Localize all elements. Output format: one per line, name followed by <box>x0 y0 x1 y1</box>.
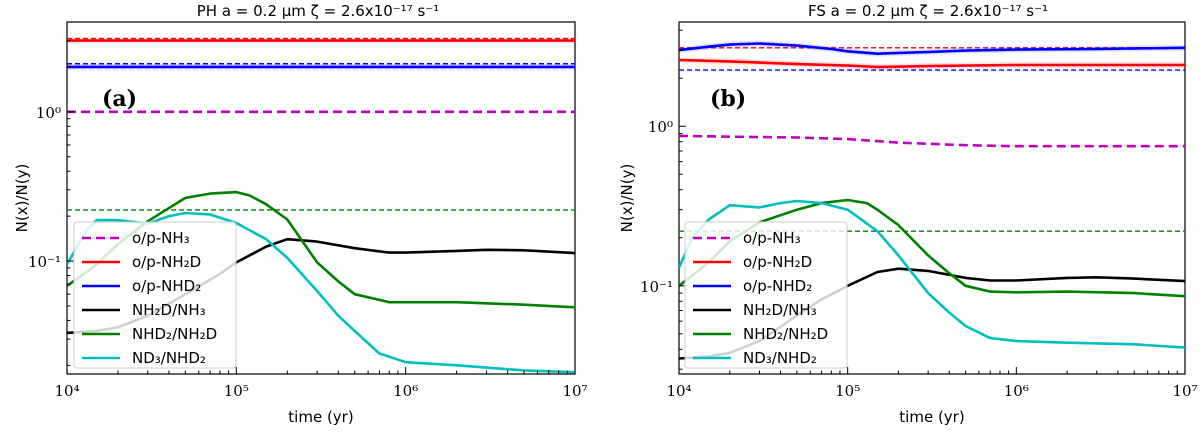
panel-b-ytick-label-1: 10⁰ <box>648 118 673 136</box>
panel-b: FS a = 0.2 μm ζ = 2.6x10⁻¹⁷ s⁻¹ 10⁴ 10⁵ 10… <box>618 2 1198 426</box>
panel-b-band-o-p-nh2d <box>679 57 1185 71</box>
panel-a-ylabel: N(x)/N(y) <box>13 164 31 233</box>
panel-a-xtick-label-2: 10⁶ <box>393 382 418 400</box>
panel-b-legend-box <box>684 221 848 369</box>
panel-b-ylabel: N(x)/N(y) <box>618 164 636 233</box>
panel-b-xtick-label-1: 10⁵ <box>835 382 860 400</box>
panel-a-xtick-label-0: 10⁴ <box>54 382 79 400</box>
panel-a-legend-label-nh2d-nh3: NH₂D/NH₃ <box>132 301 206 319</box>
panel-b-legend-label-o-p-nh2d: o/p-NH₂D <box>743 253 812 271</box>
panel-a-legend: o/p-NH₃ o/p-NH₂D o/p-NHD₂ NH₂D/NH₃ NHD₂/NH₂D… <box>73 221 237 369</box>
panel-b-ytick-label-0: 10⁻¹ <box>640 278 673 296</box>
panel-b-ticks: 10⁴ 10⁵ 10⁶ 10⁷ 10⁻¹ 10⁰ <box>640 29 1198 400</box>
panel-b-xtick-label-3: 10⁷ <box>1172 382 1197 400</box>
panel-b-plot-area <box>678 21 1186 375</box>
panel-a-ytick-label-1: 10⁰ <box>36 104 61 122</box>
panel-b-legend-label-nh2d-nh3: NH₂D/NH₃ <box>743 301 817 319</box>
panel-b-series-o-p-nhd2 <box>679 42 1185 56</box>
panel-b-xtick-label-2: 10⁶ <box>1004 382 1029 400</box>
panel-b-legend-label-o-p-nhd2: o/p-NHD₂ <box>743 277 812 295</box>
panel-b-xtick-label-0: 10⁴ <box>666 382 691 400</box>
panel-a-ytick-label-0: 10⁻¹ <box>28 253 61 271</box>
panel-b-series-o-p-nh3 <box>679 134 1185 148</box>
panel-b-lines <box>679 40 1185 360</box>
panel-b-legend-label-nd3-nhd2: ND₃/NHD₂ <box>743 349 817 367</box>
panel-a-series-nd3-nhd2 <box>67 211 575 374</box>
panel-b-legend: o/p-NH₃ o/p-NH₂D o/p-NHD₂ NH₂D/NH₃ NHD₂/NH₂D… <box>684 221 848 369</box>
panel-a-legend-label-nd3-nhd2: ND₃/NHD₂ <box>132 349 206 367</box>
panel-b-xlabel: time (yr) <box>899 408 964 426</box>
panel-a-legend-label-o-p-nhd2: o/p-NHD₂ <box>132 277 201 295</box>
panel-a-title: PH a = 0.2 μm ζ = 2.6x10⁻¹⁷ s⁻¹ <box>197 2 439 20</box>
panel-a-xtick-label-1: 10⁵ <box>224 382 249 400</box>
panel-a-legend-label-o-p-nh2d: o/p-NH₂D <box>132 253 201 271</box>
panel-b-legend-label-nhd2-nh2d: NHD₂/NH₂D <box>743 325 828 343</box>
panel-b-band-o-p-nhd2 <box>679 40 1185 57</box>
panel-a: PH a = 0.2 μm ζ = 2.6x10⁻¹⁷ s⁻¹ 10⁴ 10⁵ 10… <box>13 2 588 426</box>
panel-b-series-o-p-nh2d <box>679 58 1185 69</box>
panel-b-series-nd3-nhd2 <box>679 199 1185 349</box>
panel-b-letter: (b) <box>710 86 746 112</box>
panel-b-legend-label-o-p-nh3: o/p-NH₃ <box>743 229 801 247</box>
panel-a-legend-label-nhd2-nh2d: NHD₂/NH₂D <box>132 325 217 343</box>
panel-a-plot-area <box>66 21 576 375</box>
panel-a-legend-label-o-p-nh3: o/p-NH₃ <box>132 229 190 247</box>
panel-a-xtick-label-3: 10⁷ <box>562 382 587 400</box>
panel-a-letter: (a) <box>102 86 137 112</box>
panel-a-ticks: 10⁴ 10⁵ 10⁶ 10⁷ 10⁻¹ 10⁰ <box>28 21 588 400</box>
panel-a-xlabel: time (yr) <box>288 408 353 426</box>
panel-a-legend-box <box>73 221 237 369</box>
panel-b-title: FS a = 0.2 μm ζ = 2.6x10⁻¹⁷ s⁻¹ <box>808 2 1048 20</box>
